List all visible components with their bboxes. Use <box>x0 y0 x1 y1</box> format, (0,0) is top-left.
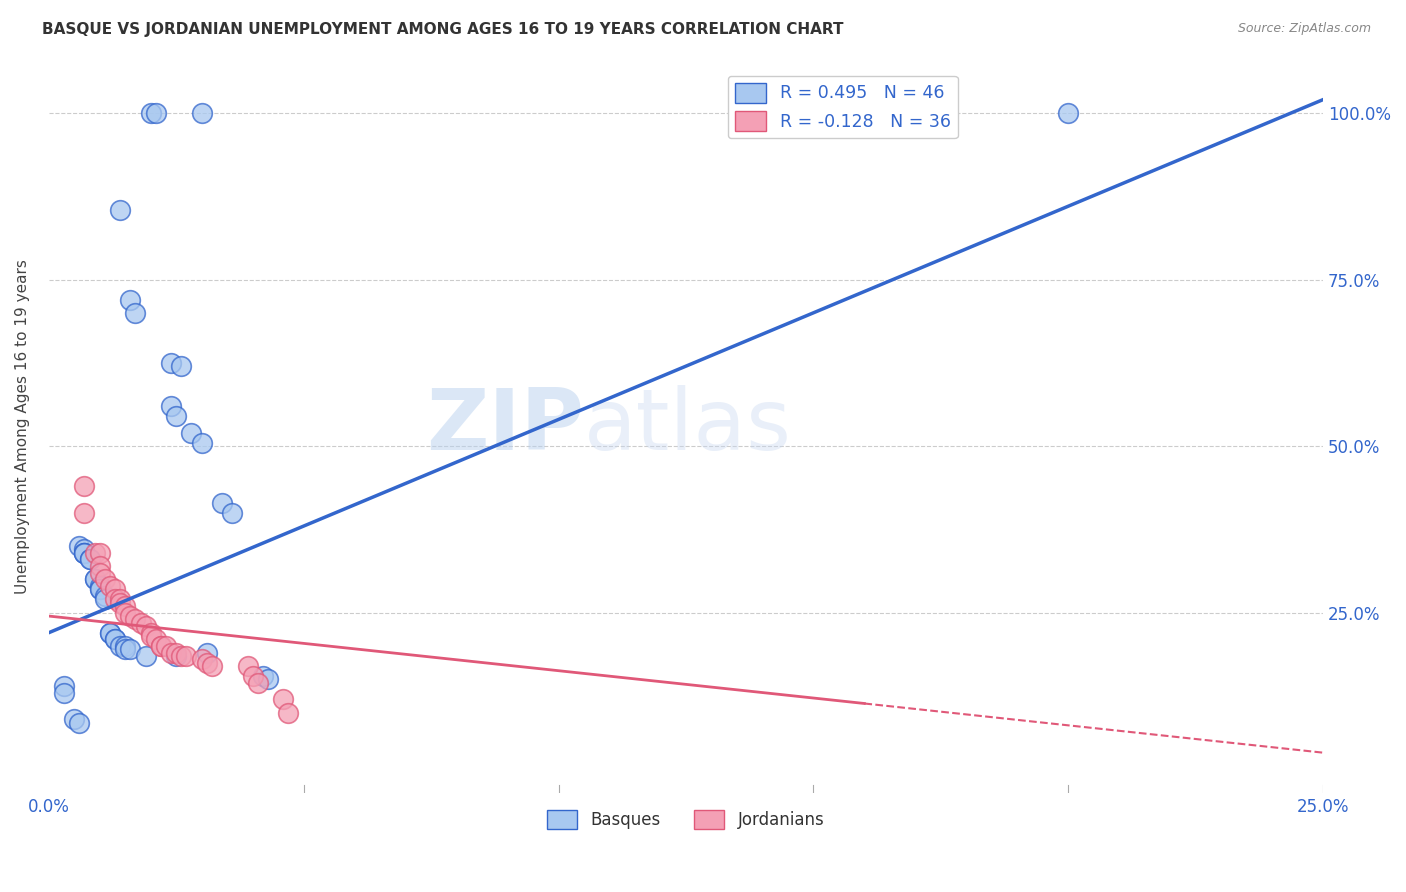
Point <box>120 642 142 657</box>
Point <box>277 706 299 720</box>
Point <box>94 589 117 603</box>
Point <box>89 559 111 574</box>
Point <box>211 496 233 510</box>
Point <box>114 599 136 613</box>
Point <box>89 546 111 560</box>
Point <box>257 673 280 687</box>
Point <box>135 619 157 633</box>
Point <box>108 596 131 610</box>
Point <box>89 579 111 593</box>
Point <box>98 625 121 640</box>
Text: atlas: atlas <box>583 384 792 467</box>
Point <box>108 592 131 607</box>
Point <box>165 409 187 424</box>
Point <box>1057 106 1080 120</box>
Point <box>67 715 90 730</box>
Point <box>170 359 193 373</box>
Point <box>190 435 212 450</box>
Point <box>63 712 86 726</box>
Point <box>145 106 167 120</box>
Point <box>114 642 136 657</box>
Y-axis label: Unemployment Among Ages 16 to 19 years: Unemployment Among Ages 16 to 19 years <box>15 259 30 593</box>
Point <box>98 579 121 593</box>
Point <box>129 615 152 630</box>
Point <box>176 648 198 663</box>
Point <box>104 632 127 647</box>
Point <box>104 632 127 647</box>
Point <box>246 675 269 690</box>
Point <box>73 479 96 493</box>
Text: Source: ZipAtlas.com: Source: ZipAtlas.com <box>1237 22 1371 36</box>
Point <box>195 646 218 660</box>
Point <box>79 552 101 566</box>
Point <box>160 399 183 413</box>
Point <box>73 546 96 560</box>
Point <box>67 539 90 553</box>
Point <box>73 546 96 560</box>
Point <box>195 656 218 670</box>
Point <box>124 306 146 320</box>
Point <box>104 592 127 607</box>
Point <box>104 582 127 597</box>
Point <box>73 546 96 560</box>
Point <box>180 425 202 440</box>
Point <box>124 612 146 626</box>
Point <box>114 639 136 653</box>
Point <box>236 659 259 673</box>
Point <box>165 648 187 663</box>
Point <box>201 659 224 673</box>
Point <box>89 566 111 580</box>
Point <box>190 652 212 666</box>
Point <box>53 679 76 693</box>
Point <box>145 632 167 647</box>
Point <box>139 106 162 120</box>
Point <box>120 293 142 307</box>
Point <box>89 582 111 597</box>
Point <box>94 592 117 607</box>
Point <box>149 639 172 653</box>
Point <box>170 648 193 663</box>
Point <box>89 582 111 597</box>
Text: ZIP: ZIP <box>426 384 583 467</box>
Point <box>190 106 212 120</box>
Point <box>83 573 105 587</box>
Text: BASQUE VS JORDANIAN UNEMPLOYMENT AMONG AGES 16 TO 19 YEARS CORRELATION CHART: BASQUE VS JORDANIAN UNEMPLOYMENT AMONG A… <box>42 22 844 37</box>
Point <box>160 646 183 660</box>
Point <box>242 669 264 683</box>
Point <box>120 609 142 624</box>
Point <box>139 625 162 640</box>
Point <box>108 639 131 653</box>
Point <box>139 629 162 643</box>
Point <box>98 625 121 640</box>
Point <box>135 648 157 663</box>
Point <box>114 606 136 620</box>
Point <box>83 573 105 587</box>
Point <box>221 506 243 520</box>
Point <box>73 506 96 520</box>
Point <box>94 573 117 587</box>
Point <box>73 542 96 557</box>
Legend: Basques, Jordanians: Basques, Jordanians <box>541 803 831 836</box>
Point <box>271 692 294 706</box>
Point <box>155 639 177 653</box>
Point <box>108 202 131 217</box>
Point <box>165 646 187 660</box>
Point <box>83 546 105 560</box>
Point <box>252 669 274 683</box>
Point <box>79 552 101 566</box>
Point <box>53 686 76 700</box>
Point <box>160 356 183 370</box>
Point <box>149 639 172 653</box>
